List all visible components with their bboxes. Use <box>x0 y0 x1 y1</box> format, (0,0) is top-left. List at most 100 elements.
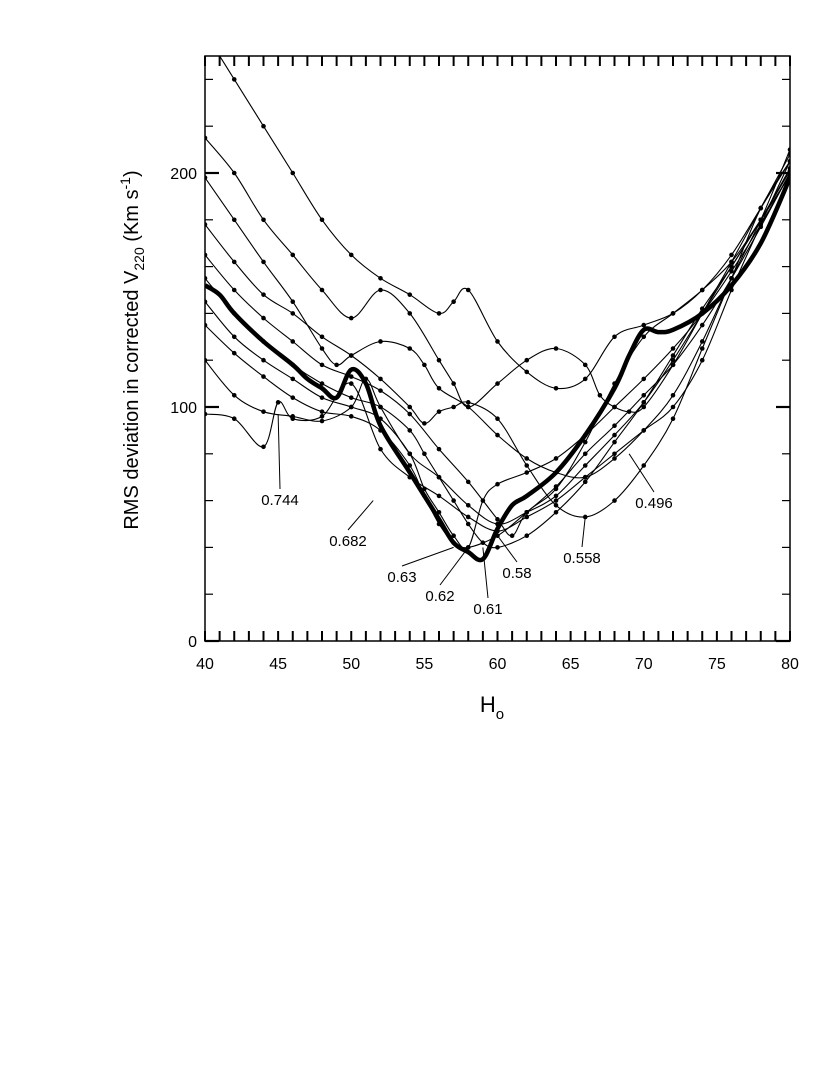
data-point <box>699 339 705 344</box>
data-point <box>348 374 354 379</box>
data-point <box>699 357 705 363</box>
data-point <box>495 416 500 422</box>
data-point <box>231 77 237 82</box>
data-point <box>422 493 427 499</box>
data-point <box>641 376 647 382</box>
data-point <box>641 428 647 433</box>
x-tick-label: 60 <box>489 656 507 673</box>
data-point <box>422 486 427 492</box>
data-point <box>436 521 442 527</box>
data-point <box>290 170 296 176</box>
x-tick-label: 70 <box>635 656 653 673</box>
data-point <box>261 339 266 344</box>
data-point <box>465 404 471 410</box>
data-point <box>378 404 383 410</box>
x-axis-label: Ho <box>480 692 504 723</box>
data-point <box>451 533 456 538</box>
data-point <box>231 416 237 422</box>
data-point <box>612 423 617 429</box>
data-point <box>670 404 676 410</box>
data-point <box>231 170 237 176</box>
data-point <box>465 400 471 405</box>
data-point <box>436 446 442 452</box>
data-point <box>422 451 427 457</box>
data-point <box>699 287 705 293</box>
data-point <box>378 446 383 452</box>
data-point <box>553 385 559 391</box>
data-point <box>582 376 588 382</box>
data-point <box>758 205 764 211</box>
data-point <box>407 463 413 468</box>
data-point <box>509 533 515 538</box>
data-point <box>348 381 354 386</box>
data-point <box>524 533 530 538</box>
series-line-5 <box>205 174 790 537</box>
chart-points <box>205 77 790 550</box>
data-point <box>699 322 705 328</box>
data-point <box>612 334 617 340</box>
data-point <box>319 409 325 414</box>
data-point <box>451 404 456 410</box>
data-point <box>451 498 456 503</box>
data-point <box>670 362 676 368</box>
data-point <box>582 362 588 368</box>
data-point <box>612 381 617 386</box>
data-point <box>758 222 764 227</box>
data-point <box>495 339 500 344</box>
y-tick-label: 200 <box>170 166 197 183</box>
data-point <box>261 123 266 129</box>
y-axis-label: RMS deviation in corrected V220 (Km s-1) <box>117 170 147 529</box>
data-point <box>480 540 486 546</box>
data-point <box>670 346 676 351</box>
data-point <box>378 287 383 293</box>
data-point <box>524 463 530 468</box>
data-point <box>495 381 500 386</box>
data-point <box>407 311 413 316</box>
data-point <box>729 259 734 265</box>
data-point <box>465 502 471 508</box>
data-point <box>378 276 383 281</box>
series-label-leader <box>628 453 655 493</box>
data-point <box>378 388 383 393</box>
data-point <box>348 404 354 410</box>
data-point <box>612 404 617 410</box>
data-point <box>699 306 705 312</box>
series-line-0 <box>205 161 790 532</box>
data-point <box>612 498 617 503</box>
data-point <box>465 479 471 485</box>
x-tick-label: 75 <box>708 656 726 673</box>
data-point <box>231 311 237 316</box>
series-label-leader <box>482 547 489 599</box>
data-point <box>641 463 647 468</box>
data-point <box>436 510 442 515</box>
data-point <box>582 463 588 468</box>
data-point <box>436 357 442 363</box>
data-point <box>641 334 647 340</box>
data-point <box>363 376 369 382</box>
data-point <box>319 414 325 419</box>
data-point <box>553 493 559 499</box>
series-line-3 <box>205 172 790 550</box>
data-point <box>524 357 530 363</box>
data-point <box>495 481 500 487</box>
x-tick-label: 65 <box>562 656 580 673</box>
series-label: 0.496 <box>635 495 673 512</box>
data-point <box>231 287 237 293</box>
data-point <box>319 381 325 386</box>
series-label: 0.58 <box>502 565 531 582</box>
data-point <box>582 474 588 480</box>
data-point <box>290 339 296 344</box>
data-point <box>290 311 296 316</box>
series-label-leader <box>581 516 586 548</box>
data-point <box>465 521 471 527</box>
series-line-1 <box>205 168 790 525</box>
data-point <box>670 393 676 398</box>
data-point <box>407 411 413 417</box>
data-point <box>348 395 354 400</box>
y-tick-label: 0 <box>188 634 197 651</box>
data-point <box>319 395 325 400</box>
x-tick-label: 55 <box>415 656 433 673</box>
data-point <box>465 514 471 520</box>
data-point <box>612 456 617 461</box>
